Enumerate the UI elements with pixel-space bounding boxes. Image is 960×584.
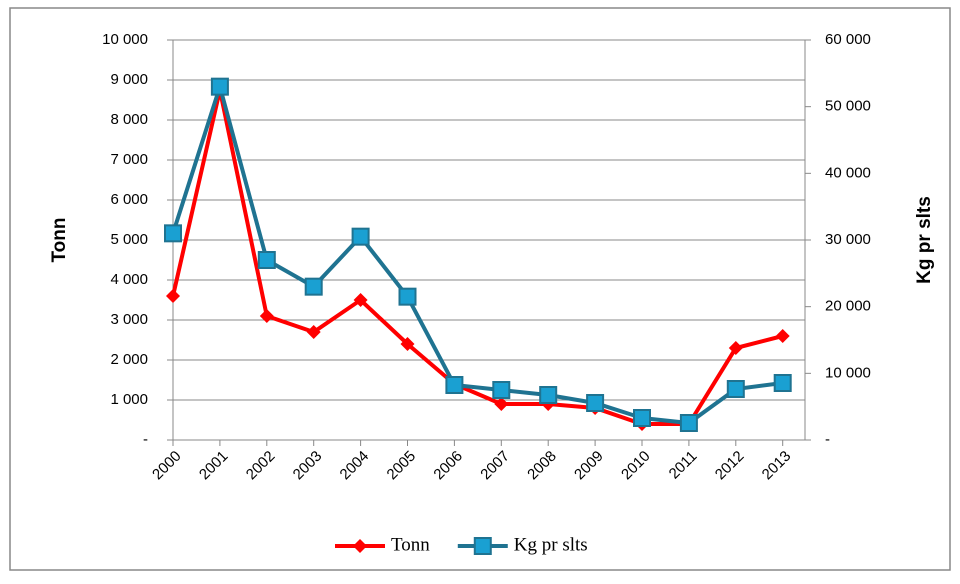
data-point — [304, 277, 323, 296]
y-tick-label: - — [143, 431, 148, 448]
data-point — [400, 337, 415, 351]
y-tick-label: 6 000 — [110, 191, 148, 208]
y2-tick-label: 50 000 — [825, 98, 871, 115]
legend-label: Tonn — [391, 534, 430, 555]
data-point — [353, 539, 367, 553]
data-point — [775, 329, 790, 343]
y-tick-label: 10 000 — [102, 31, 148, 48]
data-point — [773, 374, 792, 392]
data-point — [306, 325, 321, 339]
data-point — [586, 394, 605, 412]
y-tick-label: 2 000 — [110, 351, 148, 368]
data-point — [259, 309, 274, 323]
data-point — [166, 289, 180, 303]
data-point — [351, 227, 370, 246]
data-point — [728, 341, 743, 355]
y-tick-label: 9 000 — [110, 71, 148, 88]
y-tick-label: 3 000 — [110, 311, 148, 328]
data-point — [679, 414, 698, 432]
data-point — [726, 380, 745, 398]
y-tick-label: 5 000 — [110, 231, 148, 248]
y-tick-label: 1 000 — [110, 391, 148, 408]
data-point — [473, 537, 492, 555]
legend-label: Kg pr slts — [514, 534, 588, 555]
chart-frame — [9, 7, 951, 571]
y2-tick-label: 10 000 — [825, 364, 871, 381]
data-point — [210, 77, 229, 96]
data-point — [164, 224, 182, 243]
data-point — [398, 287, 417, 306]
data-point — [257, 251, 276, 269]
data-point — [539, 386, 558, 404]
data-point — [445, 376, 464, 394]
y2-tick-label: 60 000 — [825, 31, 871, 48]
data-point — [633, 409, 651, 427]
y-tick-label: 7 000 — [110, 151, 148, 168]
y-tick-label: 8 000 — [110, 111, 148, 128]
data-point — [492, 381, 511, 399]
y2-axis-title: Kg pr slts — [914, 196, 935, 284]
y-tick-label: 4 000 — [110, 271, 148, 288]
y2-tick-label: 20 000 — [825, 298, 871, 315]
y2-tick-label: - — [825, 431, 830, 448]
y2-tick-label: 30 000 — [825, 231, 871, 248]
y2-tick-label: 40 000 — [825, 164, 871, 181]
data-point — [353, 293, 368, 307]
data-point — [494, 397, 509, 411]
y-axis-title: Tonn — [49, 217, 70, 262]
